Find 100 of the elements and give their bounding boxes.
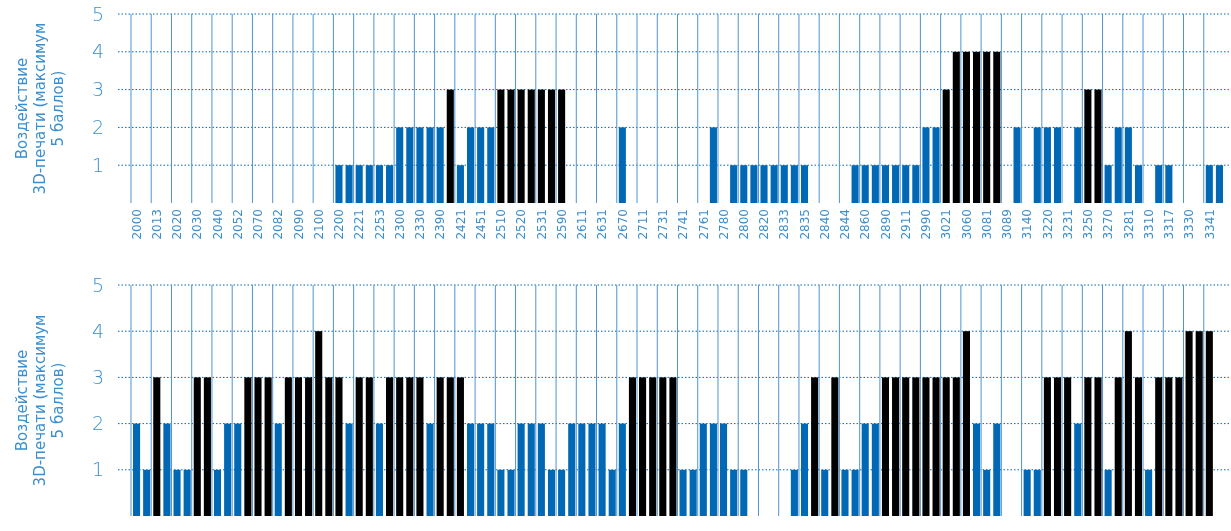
bar bbox=[1094, 377, 1102, 516]
bar bbox=[983, 51, 991, 203]
x-tick-label: 2820 bbox=[757, 209, 772, 240]
bar bbox=[517, 89, 525, 203]
bar bbox=[952, 377, 960, 516]
bar bbox=[659, 377, 667, 516]
x-tick-label: 2510 bbox=[494, 209, 509, 240]
bar bbox=[365, 377, 373, 516]
bar bbox=[669, 377, 677, 516]
bar bbox=[1134, 377, 1143, 516]
bar bbox=[558, 89, 566, 203]
x-tick-label: 2741 bbox=[676, 209, 691, 240]
y-axis-title: Воздействие 3D-печати (максимум 5 баллов) bbox=[13, 22, 68, 195]
bar bbox=[315, 331, 323, 516]
bar bbox=[892, 165, 900, 203]
bar bbox=[993, 51, 1001, 203]
bar bbox=[1195, 331, 1203, 516]
x-tick-label: 2000 bbox=[129, 209, 144, 240]
bar bbox=[436, 377, 444, 516]
x-tick-label: 3220 bbox=[1040, 209, 1055, 240]
bar bbox=[497, 89, 505, 203]
bar bbox=[284, 377, 292, 516]
y-tick-label: 5 bbox=[91, 273, 105, 296]
bar bbox=[1084, 89, 1092, 203]
bar bbox=[345, 165, 353, 203]
bar bbox=[902, 377, 910, 516]
x-tick-label: 2590 bbox=[554, 209, 569, 240]
x-tick-label: 2731 bbox=[656, 209, 671, 240]
x-tick-label: 2200 bbox=[332, 209, 347, 240]
bar bbox=[406, 377, 414, 516]
bar bbox=[396, 377, 404, 516]
bar bbox=[1114, 377, 1122, 516]
x-tick-label: 3089 bbox=[1000, 209, 1015, 240]
x-tick-label: 3140 bbox=[1020, 209, 1035, 240]
x-tick-label: 2090 bbox=[291, 209, 306, 240]
bar bbox=[446, 89, 454, 203]
x-tick-label: 2520 bbox=[514, 209, 529, 240]
x-tick-label: 2300 bbox=[392, 209, 407, 240]
x-tick-label: 2082 bbox=[271, 209, 286, 240]
x-tick-label: 2990 bbox=[919, 209, 934, 240]
x-tick-label: 3081 bbox=[979, 209, 994, 240]
x-tick-label: 2844 bbox=[838, 209, 853, 240]
bar bbox=[527, 89, 535, 203]
bar bbox=[649, 377, 657, 516]
x-tick-label: 3317 bbox=[1162, 209, 1177, 240]
x-tick-label: 2030 bbox=[190, 209, 205, 240]
bar bbox=[881, 377, 890, 516]
y-tick-label: 3 bbox=[91, 78, 105, 101]
x-tick-label: 2070 bbox=[251, 209, 266, 240]
bar bbox=[962, 51, 970, 203]
bar bbox=[1064, 377, 1072, 516]
bar bbox=[1175, 377, 1183, 516]
x-tick-label: 2780 bbox=[716, 209, 731, 240]
x-tick-label: 2860 bbox=[858, 209, 873, 240]
bar bbox=[962, 331, 970, 516]
y-tick-label: 1 bbox=[91, 153, 105, 176]
bar bbox=[892, 377, 900, 516]
bar bbox=[1043, 377, 1051, 516]
x-tick-label: 2040 bbox=[210, 209, 225, 240]
x-tick-label: 3250 bbox=[1081, 209, 1096, 240]
y-tick-label: 3 bbox=[91, 366, 105, 389]
bar bbox=[639, 377, 647, 516]
x-tick-label: 2761 bbox=[696, 209, 711, 240]
y-tick-label: 4 bbox=[91, 319, 105, 342]
x-tick-label: 2611 bbox=[575, 209, 590, 240]
y-tick-label: 5 bbox=[91, 2, 105, 25]
bar bbox=[952, 51, 960, 203]
x-tick-label: 3060 bbox=[959, 209, 974, 240]
x-tick-label: 2531 bbox=[534, 209, 549, 240]
x-tick-label: 2631 bbox=[595, 209, 610, 240]
bar bbox=[1124, 331, 1132, 516]
bar bbox=[811, 377, 819, 516]
x-tick-label: 2835 bbox=[797, 209, 812, 240]
bar bbox=[537, 89, 545, 203]
x-tick-label: 2800 bbox=[736, 209, 751, 240]
bar bbox=[386, 377, 394, 516]
x-tick-label: 3231 bbox=[1060, 209, 1075, 240]
bar bbox=[193, 377, 201, 516]
bar bbox=[507, 89, 515, 203]
y-tick-label: 2 bbox=[91, 116, 105, 139]
x-tick-label: 3021 bbox=[939, 209, 954, 240]
bar bbox=[1094, 89, 1102, 203]
bar bbox=[355, 377, 363, 516]
y-tick-label: 2 bbox=[91, 412, 105, 435]
x-tick-label: 2390 bbox=[433, 209, 448, 240]
y-tick-label: 4 bbox=[91, 40, 105, 63]
bar bbox=[912, 377, 920, 516]
bar bbox=[1155, 377, 1163, 516]
bar bbox=[547, 89, 556, 203]
bar bbox=[1205, 331, 1213, 516]
bar bbox=[942, 377, 950, 516]
bar bbox=[294, 377, 303, 516]
bar bbox=[1053, 377, 1062, 516]
bar bbox=[922, 377, 930, 516]
bar bbox=[153, 377, 161, 516]
bar bbox=[446, 377, 454, 516]
x-tick-label: 2451 bbox=[473, 209, 488, 240]
bar bbox=[973, 51, 981, 203]
x-tick-label: 2013 bbox=[150, 209, 164, 240]
bar bbox=[1084, 377, 1092, 516]
